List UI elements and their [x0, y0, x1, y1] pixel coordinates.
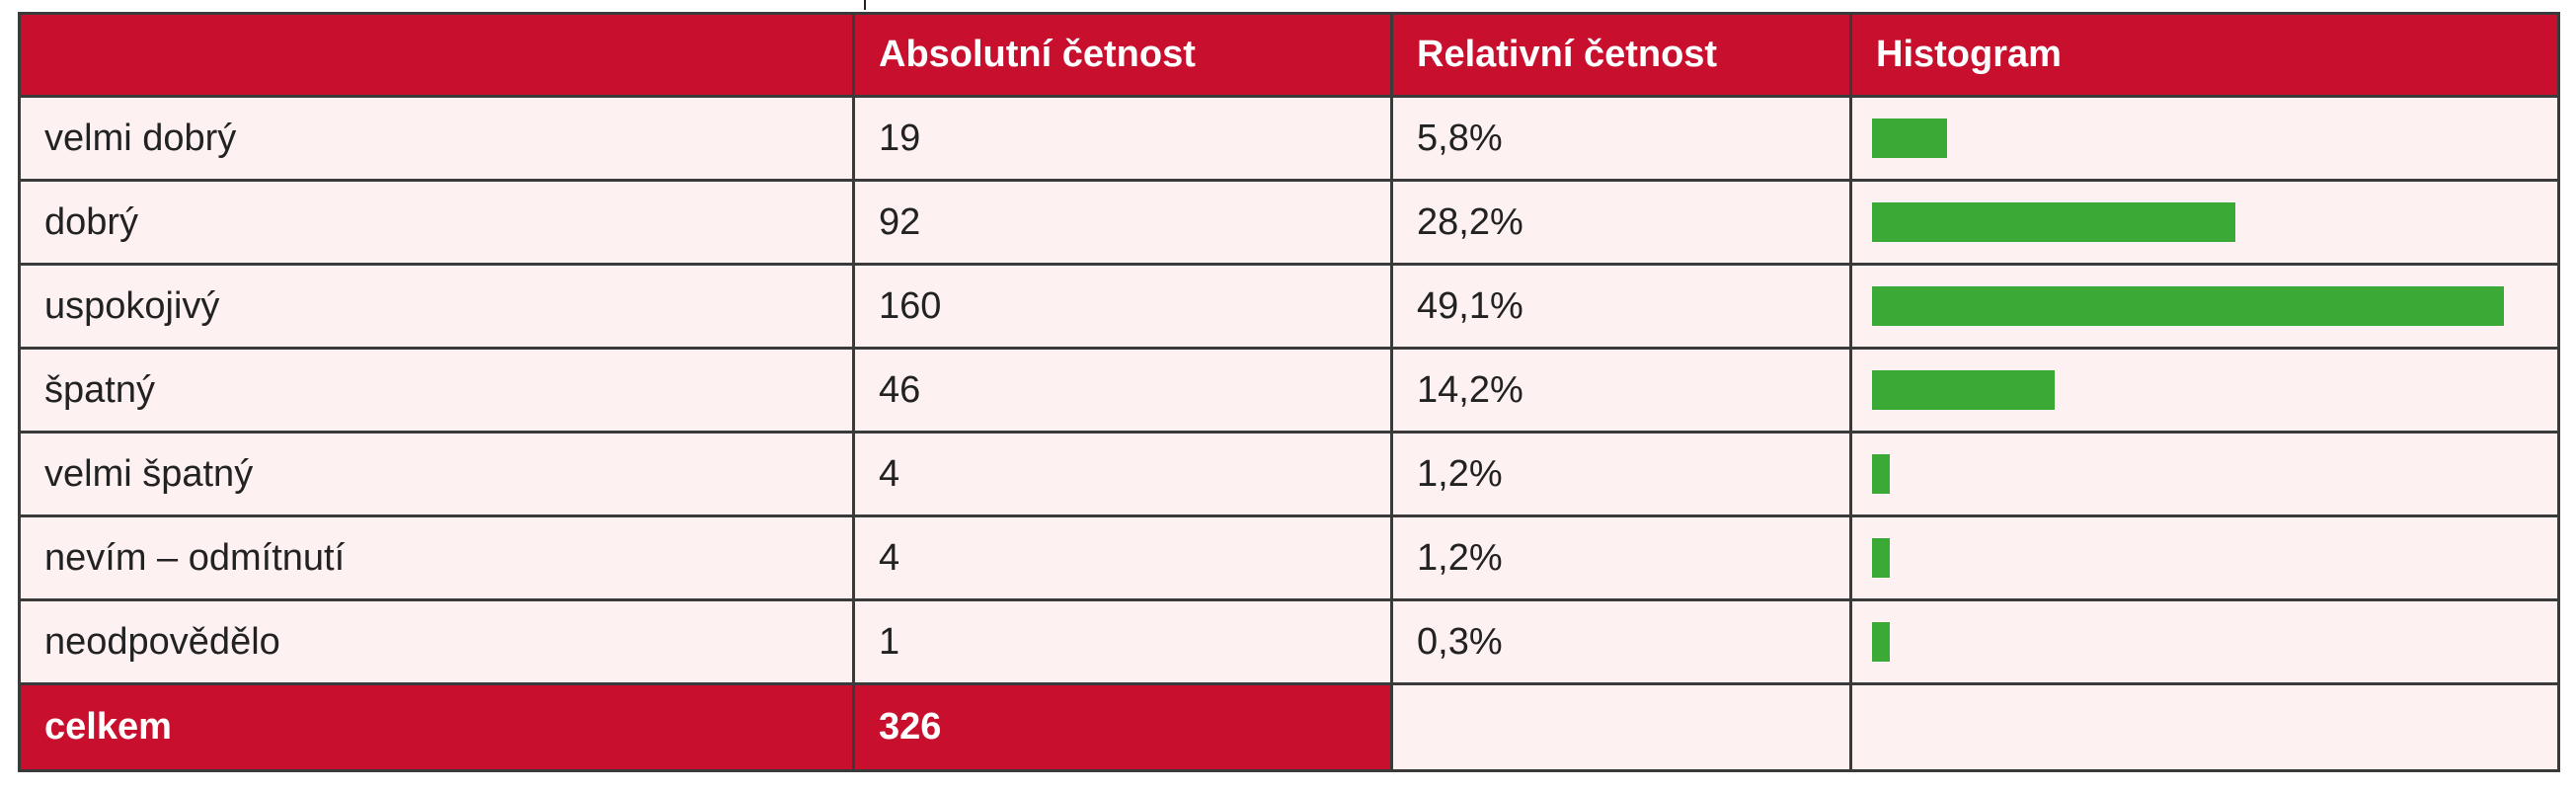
relative-value: 0,3%: [1390, 598, 1852, 685]
header-row: Absolutní četnost Relativní četnost Hist…: [18, 12, 2560, 98]
total-histogram-empty: [1849, 682, 2560, 772]
row-label: neodpovědělo: [18, 598, 855, 685]
row-label: nevím – odmítnutí: [18, 514, 855, 601]
histogram-cell: [1849, 263, 2560, 350]
histogram-bar: [1872, 286, 2504, 326]
header-label-column: [18, 12, 855, 98]
absolute-value: 92: [852, 179, 1393, 266]
table-row: dobrý 92 28,2%: [18, 179, 2560, 266]
row-label: velmi špatný: [18, 431, 855, 517]
total-row: celkem 326: [18, 682, 2560, 772]
absolute-value: 4: [852, 514, 1393, 601]
frequency-table: Absolutní četnost Relativní četnost Hist…: [18, 12, 2560, 772]
histogram-cell: [1849, 431, 2560, 517]
table-row: špatný 46 14,2%: [18, 347, 2560, 434]
absolute-value: 4: [852, 431, 1393, 517]
table-row: velmi špatný 4 1,2%: [18, 431, 2560, 517]
histogram-bar: [1872, 202, 2235, 242]
header-relative-frequency: Relativní četnost: [1390, 12, 1852, 98]
row-label: velmi dobrý: [18, 95, 855, 182]
histogram-bar: [1872, 622, 1890, 662]
header-histogram: Histogram: [1849, 12, 2560, 98]
histogram-bar: [1872, 454, 1890, 494]
histogram-bar: [1872, 538, 1890, 578]
relative-value: 28,2%: [1390, 179, 1852, 266]
histogram-cell: [1849, 598, 2560, 685]
relative-value: 5,8%: [1390, 95, 1852, 182]
row-label: uspokojivý: [18, 263, 855, 350]
histogram-cell: [1849, 95, 2560, 182]
table-row: velmi dobrý 19 5,8%: [18, 95, 2560, 182]
absolute-value: 160: [852, 263, 1393, 350]
table-row: uspokojivý 160 49,1%: [18, 263, 2560, 350]
header-absolute-frequency: Absolutní četnost: [852, 12, 1393, 98]
total-label: celkem: [18, 682, 855, 772]
relative-value: 14,2%: [1390, 347, 1852, 434]
absolute-value: 19: [852, 95, 1393, 182]
absolute-value: 46: [852, 347, 1393, 434]
histogram-cell: [1849, 514, 2560, 601]
total-absolute: 326: [852, 682, 1393, 772]
row-label: špatný: [18, 347, 855, 434]
histogram-bar: [1872, 370, 2055, 410]
total-relative-empty: [1390, 682, 1852, 772]
table-row: neodpovědělo 1 0,3%: [18, 598, 2560, 685]
row-label: dobrý: [18, 179, 855, 266]
relative-value: 1,2%: [1390, 431, 1852, 517]
histogram-cell: [1849, 347, 2560, 434]
relative-value: 49,1%: [1390, 263, 1852, 350]
absolute-value: 1: [852, 598, 1393, 685]
stray-mark: [864, 0, 866, 10]
histogram-cell: [1849, 179, 2560, 266]
histogram-bar: [1872, 118, 1947, 158]
table-row: nevím – odmítnutí 4 1,2%: [18, 514, 2560, 601]
relative-value: 1,2%: [1390, 514, 1852, 601]
